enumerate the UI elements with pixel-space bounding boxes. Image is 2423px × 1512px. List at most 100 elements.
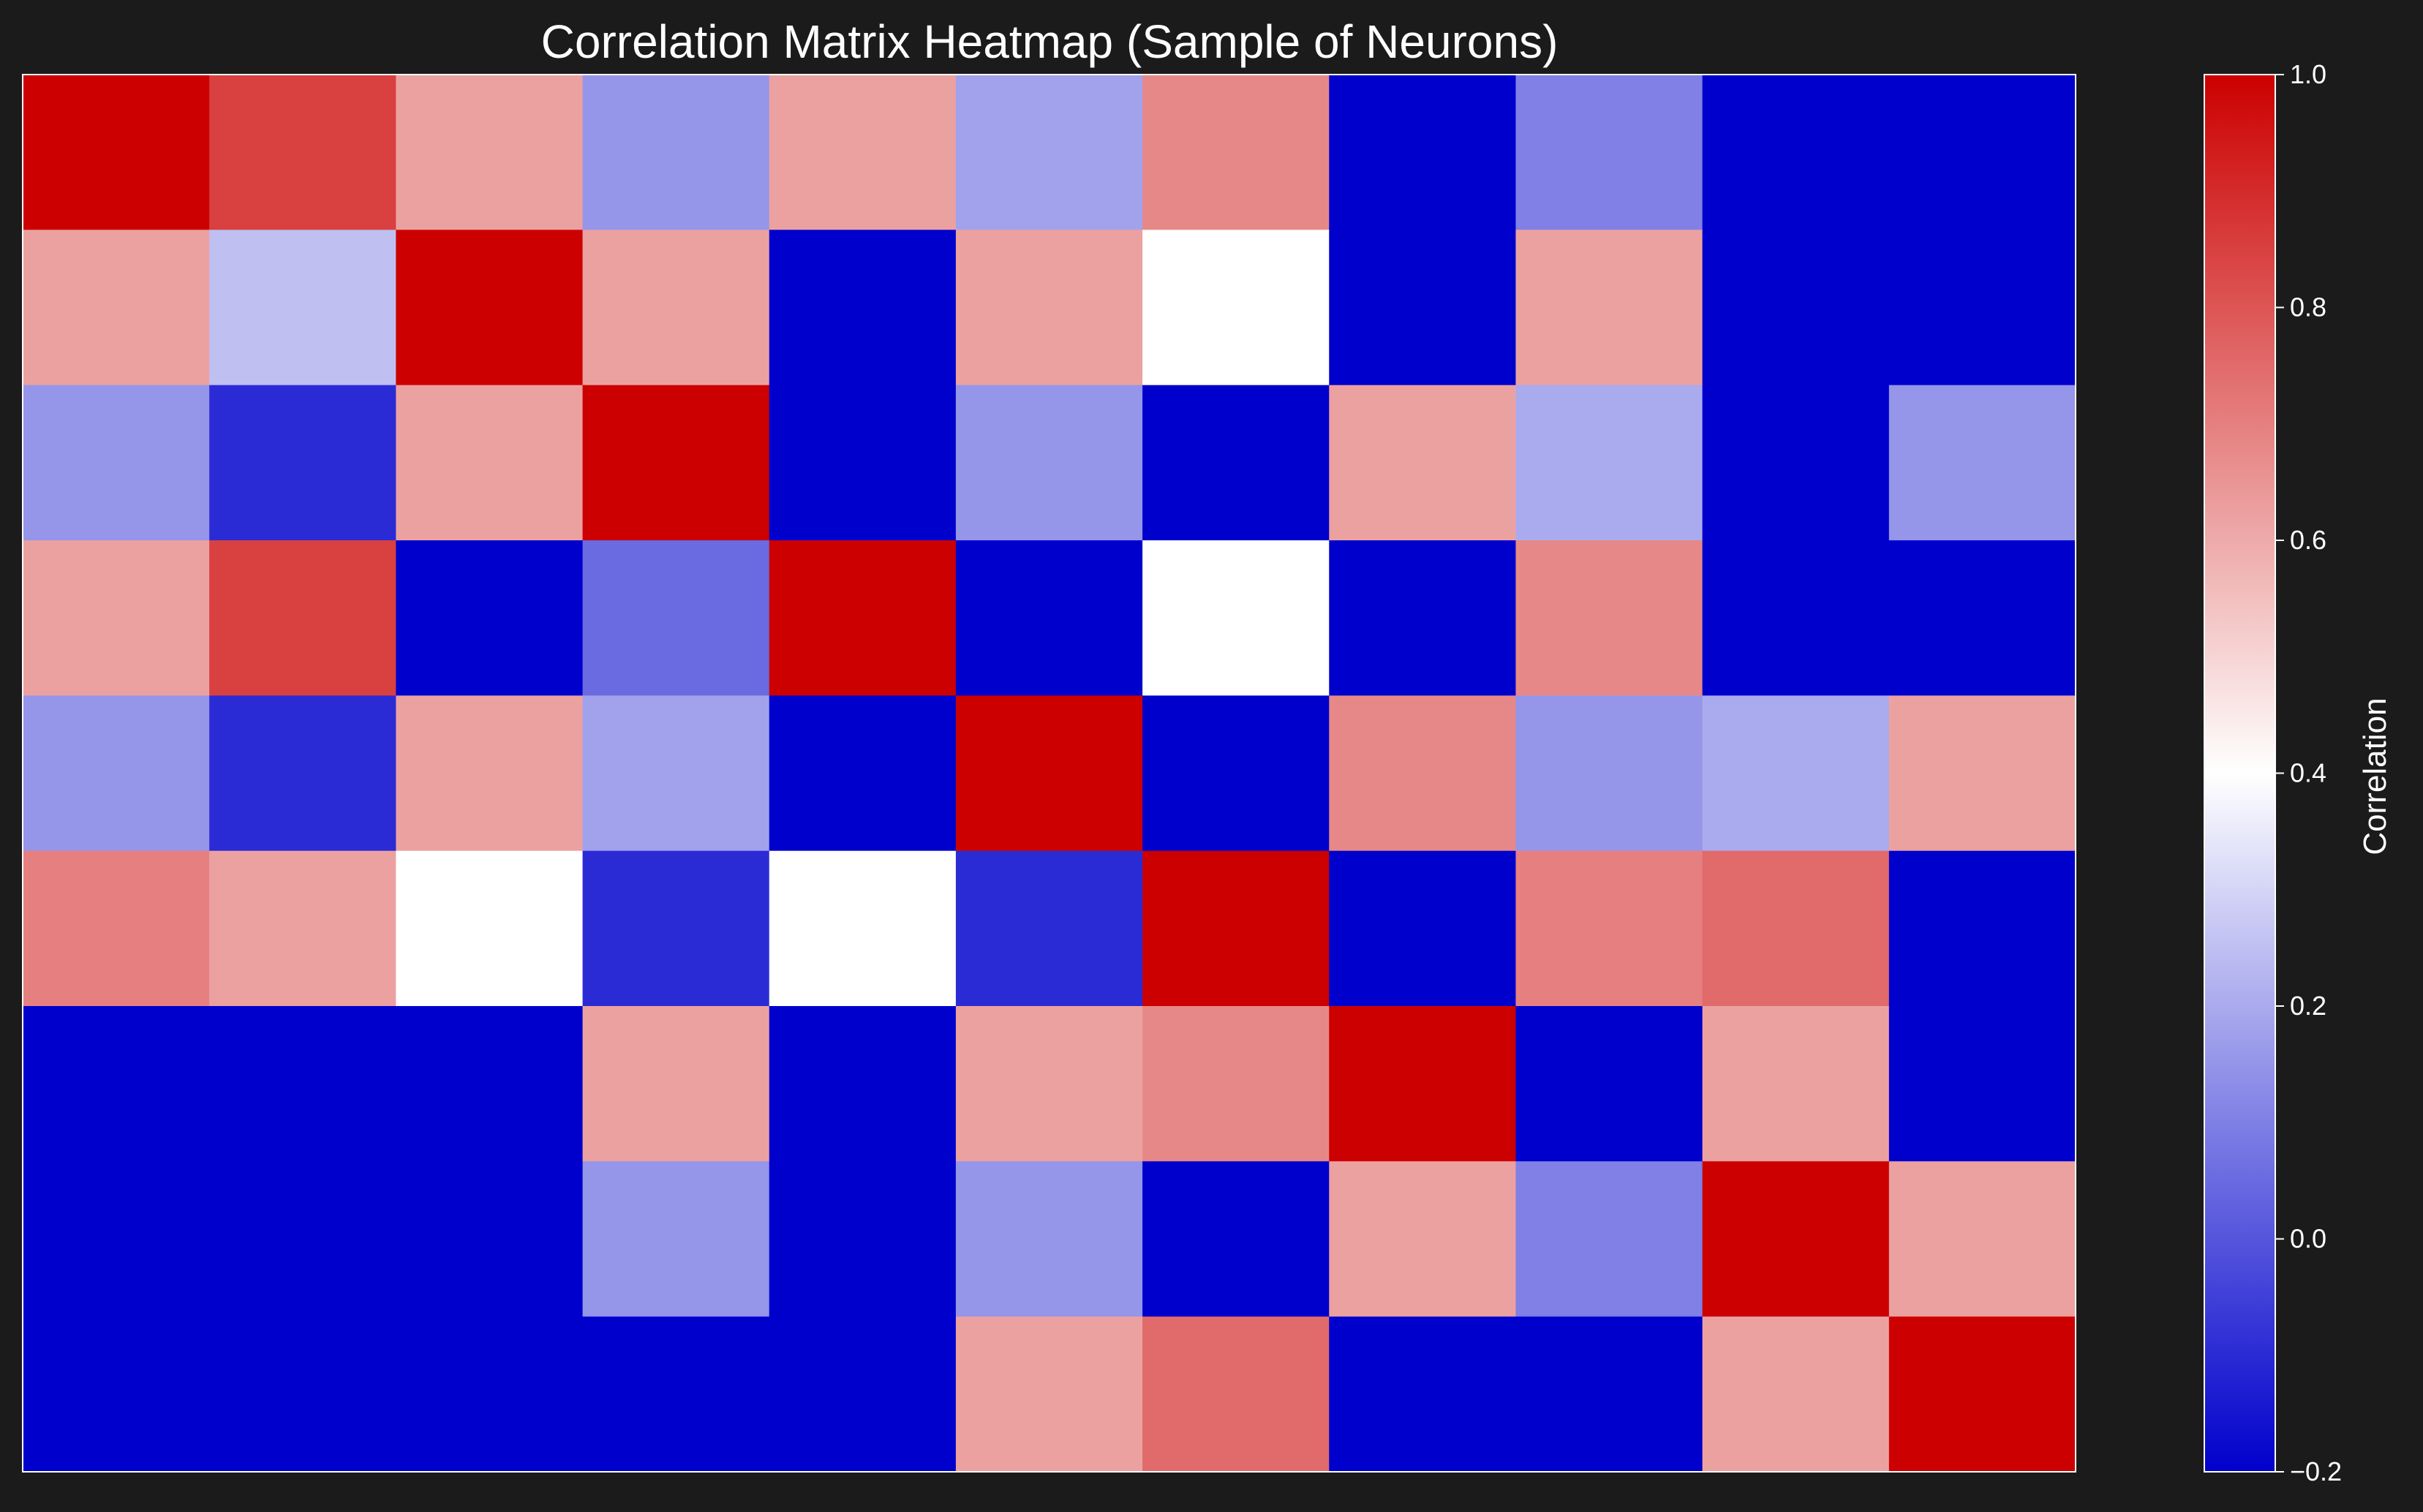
heatmap-cell xyxy=(209,385,396,541)
colorbar-tick-label: −0.2 xyxy=(2290,1456,2342,1486)
heatmap-cell xyxy=(1888,1161,2076,1318)
heatmap-cell xyxy=(1142,75,1330,230)
heatmap-cell xyxy=(582,1161,770,1318)
heatmap-cell xyxy=(1515,1161,1703,1318)
heatmap-cell xyxy=(955,75,1143,230)
heatmap-cell xyxy=(955,850,1143,1007)
heatmap-cell xyxy=(209,230,396,386)
heatmap-cell xyxy=(23,1316,210,1473)
colorbar-tick-label: 0.4 xyxy=(2290,758,2326,788)
heatmap-cell xyxy=(396,695,584,852)
colorbar-tick-label: 0.8 xyxy=(2290,292,2326,322)
colorbar-tick-label: 1.0 xyxy=(2290,59,2326,89)
plot-frame xyxy=(22,74,2076,1473)
heatmap-cell xyxy=(23,230,210,386)
heatmap-cell xyxy=(955,1006,1143,1162)
heatmap-cell xyxy=(396,540,584,696)
heatmap-cell xyxy=(955,1161,1143,1318)
colorbar-gradient xyxy=(2204,74,2276,1473)
heatmap-cell xyxy=(1142,695,1330,852)
heatmap-cell xyxy=(582,230,770,386)
heatmap-cell xyxy=(23,1161,210,1318)
heatmap-cell xyxy=(769,75,957,230)
heatmap-cell xyxy=(209,850,396,1007)
colorbar-ticks: 1.0 0.8 0.6 0.4 0.2 0.0 −0.2 xyxy=(2275,59,2342,1486)
heatmap-cell xyxy=(582,385,770,541)
heatmap-cell xyxy=(396,1316,584,1473)
heatmap-cell xyxy=(1329,1161,1517,1318)
heatmap-cell xyxy=(209,1006,396,1162)
heatmap-cell xyxy=(1329,540,1517,696)
heatmap-cells xyxy=(23,75,2076,1473)
heatmap-cell xyxy=(1329,385,1517,541)
heatmap-cell xyxy=(1329,850,1517,1007)
heatmap-cell xyxy=(769,1316,957,1473)
heatmap-cell xyxy=(1515,695,1703,852)
heatmap-cell xyxy=(396,1161,584,1318)
heatmap-cell xyxy=(1888,230,2076,386)
heatmap-cell xyxy=(1888,385,2076,541)
heatmap-cell xyxy=(769,385,957,541)
heatmap-cell xyxy=(955,695,1143,852)
heatmap-cell xyxy=(1702,230,1890,386)
heatmap-cell xyxy=(1888,695,2076,852)
heatmap-cell xyxy=(1888,850,2076,1007)
heatmap-cell xyxy=(1329,230,1517,386)
heatmap-cell xyxy=(955,1316,1143,1473)
heatmap-cell xyxy=(1142,1316,1330,1473)
heatmap-cell xyxy=(1515,850,1703,1007)
heatmap-cell xyxy=(209,75,396,230)
heatmap-cell xyxy=(1142,230,1330,386)
colorbar: 1.0 0.8 0.6 0.4 0.2 0.0 −0.2 Correlation xyxy=(2204,59,2393,1486)
heatmap-cell xyxy=(23,1006,210,1162)
heatmap-cell xyxy=(582,695,770,852)
colorbar-tick-label: 0.0 xyxy=(2290,1224,2326,1254)
heatmap-cell xyxy=(1702,1006,1890,1162)
heatmap-cell xyxy=(1142,540,1330,696)
heatmap-cell xyxy=(396,850,584,1007)
heatmap-cell xyxy=(769,1161,957,1318)
heatmap-cell xyxy=(1142,1006,1330,1162)
colorbar-tick-label: 0.2 xyxy=(2290,991,2326,1021)
heatmap-cell xyxy=(396,1006,584,1162)
heatmap-cell xyxy=(582,850,770,1007)
heatmap-cell xyxy=(1329,75,1517,230)
heatmap-cell xyxy=(1329,695,1517,852)
heatmap-cell xyxy=(582,540,770,696)
heatmap-cell xyxy=(1702,540,1890,696)
heatmap-cell xyxy=(1329,1316,1517,1473)
heatmap-cell xyxy=(1329,1006,1517,1162)
colorbar-label: Correlation xyxy=(2357,698,2393,855)
heatmap-cell xyxy=(769,1006,957,1162)
heatmap-cell xyxy=(23,695,210,852)
heatmap-cell xyxy=(1702,695,1890,852)
colorbar-tick-label: 0.6 xyxy=(2290,525,2326,555)
heatmap-cell xyxy=(1142,385,1330,541)
heatmap-cell xyxy=(1142,850,1330,1007)
heatmap-cell xyxy=(23,75,210,230)
heatmap-cell xyxy=(955,230,1143,386)
heatmap-cell xyxy=(396,75,584,230)
heatmap-cell xyxy=(209,1161,396,1318)
chart-title: Correlation Matrix Heatmap (Sample of Ne… xyxy=(540,15,1559,68)
heatmap-cell xyxy=(769,695,957,852)
heatmap-cell xyxy=(582,1316,770,1473)
heatmap-cell xyxy=(1702,385,1890,541)
heatmap-cell xyxy=(1515,1006,1703,1162)
heatmap-cell xyxy=(1888,1316,2076,1473)
heatmap-cell xyxy=(1515,540,1703,696)
heatmap-cell xyxy=(1702,1316,1890,1473)
heatmap-cell xyxy=(1888,1006,2076,1162)
heatmap-cell xyxy=(1515,1316,1703,1473)
heatmap-cell xyxy=(396,230,584,386)
heatmap-cell xyxy=(396,385,584,541)
heatmap-cell xyxy=(1515,385,1703,541)
heatmap-cell xyxy=(209,540,396,696)
heatmap-cell xyxy=(1702,1161,1890,1318)
heatmap-cell xyxy=(769,850,957,1007)
heatmap-cell xyxy=(769,230,957,386)
heatmap-cell xyxy=(1142,1161,1330,1318)
heatmap-cell xyxy=(1702,75,1890,230)
